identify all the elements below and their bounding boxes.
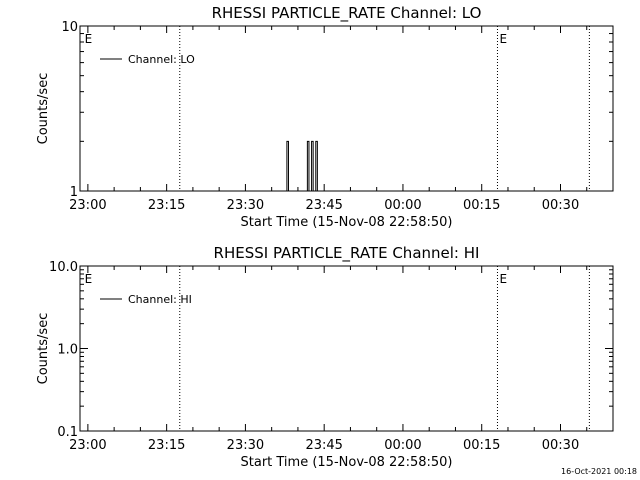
event-marker: E	[85, 272, 93, 286]
footer-timestamp: 16-Oct-2021 00:18	[561, 467, 637, 476]
plot-frame	[79, 265, 614, 432]
x-tick-label: 23:15	[148, 198, 185, 213]
data-spike	[315, 140, 318, 191]
chart-panel-lo: RHESSI PARTICLE_RATE Channel: LO Start Ti…	[36, 4, 614, 230]
x-tick-label: 00:00	[384, 438, 421, 453]
chart-title: RHESSI PARTICLE_RATE Channel: HI	[214, 244, 480, 263]
legend-label: Channel: HI	[128, 293, 192, 306]
data-spike	[306, 140, 310, 191]
x-tick-label: 23:15	[148, 438, 185, 453]
plot-frame	[79, 25, 614, 192]
x-axis-label: Start Time (15-Nov-08 22:58:50)	[241, 215, 453, 230]
x-tick-label: 23:00	[69, 438, 106, 453]
x-axis-label: Start Time (15-Nov-08 22:58:50)	[241, 455, 453, 470]
event-marker: E	[499, 272, 507, 286]
y-tick-label: 10.0	[49, 260, 78, 275]
event-marker: E	[85, 32, 93, 46]
y-tick-label: 1.0	[57, 343, 78, 358]
y-tick-label: 10	[61, 20, 78, 35]
chart-title: RHESSI PARTICLE_RATE Channel: LO	[212, 4, 482, 23]
legend-label: Channel: LO	[128, 53, 195, 66]
x-tick-label: 23:30	[227, 438, 264, 453]
chart-panel-hi: RHESSI PARTICLE_RATE Channel: HI Start Ti…	[36, 244, 614, 470]
x-tick-label: 00:15	[463, 198, 500, 213]
data-spike	[311, 140, 314, 191]
event-marker: E	[499, 32, 507, 46]
y-tick-label: 1	[70, 185, 78, 200]
x-tick-label: 23:45	[305, 198, 342, 213]
x-tick-label: 00:00	[384, 198, 421, 213]
x-tick-label: 00:30	[542, 198, 579, 213]
x-tick-label: 00:15	[463, 438, 500, 453]
y-axis-label: Counts/sec	[36, 73, 51, 145]
y-tick-label: 0.1	[57, 425, 78, 440]
data-spike	[286, 140, 289, 191]
x-tick-label: 23:00	[69, 198, 106, 213]
x-tick-label: 23:30	[227, 198, 264, 213]
x-tick-label: 23:45	[305, 438, 342, 453]
x-tick-label: 00:30	[542, 438, 579, 453]
y-axis-label: Counts/sec	[36, 313, 51, 385]
